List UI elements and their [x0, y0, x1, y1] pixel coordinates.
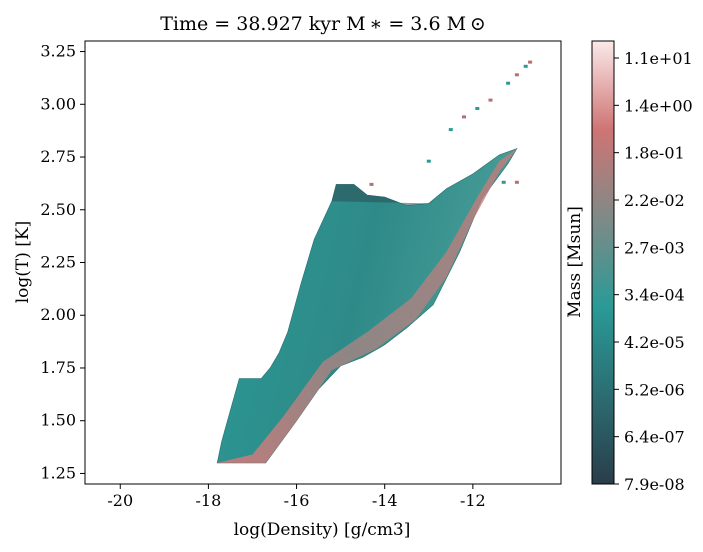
colorbar-tick-label: 7.9e-08	[624, 475, 685, 494]
y-tick-label: 2.50	[40, 200, 76, 219]
x-axis-ticks: -20 -18 -16 -14 -12	[107, 484, 486, 510]
colorbar-tick-label: 2.2e-02	[624, 191, 685, 210]
outer-point	[523, 64, 528, 68]
y-tick-label: 2.25	[40, 253, 76, 272]
colorbar-tick-label: 1.1e+01	[624, 49, 693, 68]
outer-point	[501, 180, 506, 184]
x-tick-label: -20	[107, 491, 133, 510]
y-tick-label: 3.00	[40, 94, 76, 113]
y-axis-ticks: 1.25 1.50 1.75 2.00 2.25 2.50 2.75 3.00 3.25	[40, 42, 85, 482]
outer-point	[448, 128, 453, 132]
colorbar-ticks: 7.9e-08 6.4e-07 5.2e-06 4.2e-05 3.4e-04 2.7e-…	[614, 49, 693, 494]
y-tick-label: 1.75	[40, 358, 76, 377]
outer-point	[369, 182, 374, 186]
y-axis-label: log(T) [K]	[13, 221, 33, 304]
colorbar-tick-label: 1.4e+00	[624, 96, 693, 115]
colorbar-tick-label: 4.2e-05	[624, 333, 685, 352]
colorbar-tick-label: 2.7e-03	[624, 238, 685, 257]
y-tick-label: 3.25	[40, 42, 76, 61]
upper-dark-cap	[331, 184, 429, 206]
y-tick-label: 2.75	[40, 147, 76, 166]
outer-point	[426, 159, 431, 163]
colorbar-tick-label: 3.4e-04	[624, 286, 685, 305]
outer-point	[488, 98, 493, 102]
x-tick-label: -18	[196, 491, 222, 510]
y-tick-label: 1.50	[40, 411, 76, 430]
y-tick-label: 1.25	[40, 463, 76, 482]
outer-point	[506, 81, 511, 85]
colorbar	[591, 40, 615, 485]
colorbar-tick-label: 6.4e-07	[624, 428, 685, 447]
x-axis-label: log(Density) [g/cm3]	[234, 520, 411, 540]
colorbar-label: Mass [Msun]	[565, 206, 585, 318]
outer-point	[475, 107, 480, 110]
outer-point	[514, 73, 519, 77]
plot-area	[216, 60, 533, 464]
colorbar-tick-label: 5.2e-06	[624, 380, 685, 399]
outer-sparse-stream	[369, 60, 533, 186]
chart-title: Time = 38.927 kyr M ∗ = 3.6 M ⊙	[160, 13, 486, 35]
x-tick-label: -12	[460, 491, 486, 510]
y-tick-label: 2.00	[40, 305, 76, 324]
outer-point	[514, 180, 519, 184]
outer-point	[528, 60, 533, 64]
x-tick-label: -16	[284, 491, 310, 510]
x-tick-label: -14	[372, 491, 398, 510]
outer-point	[462, 115, 466, 119]
colorbar-tick-label: 1.8e-01	[624, 144, 685, 163]
